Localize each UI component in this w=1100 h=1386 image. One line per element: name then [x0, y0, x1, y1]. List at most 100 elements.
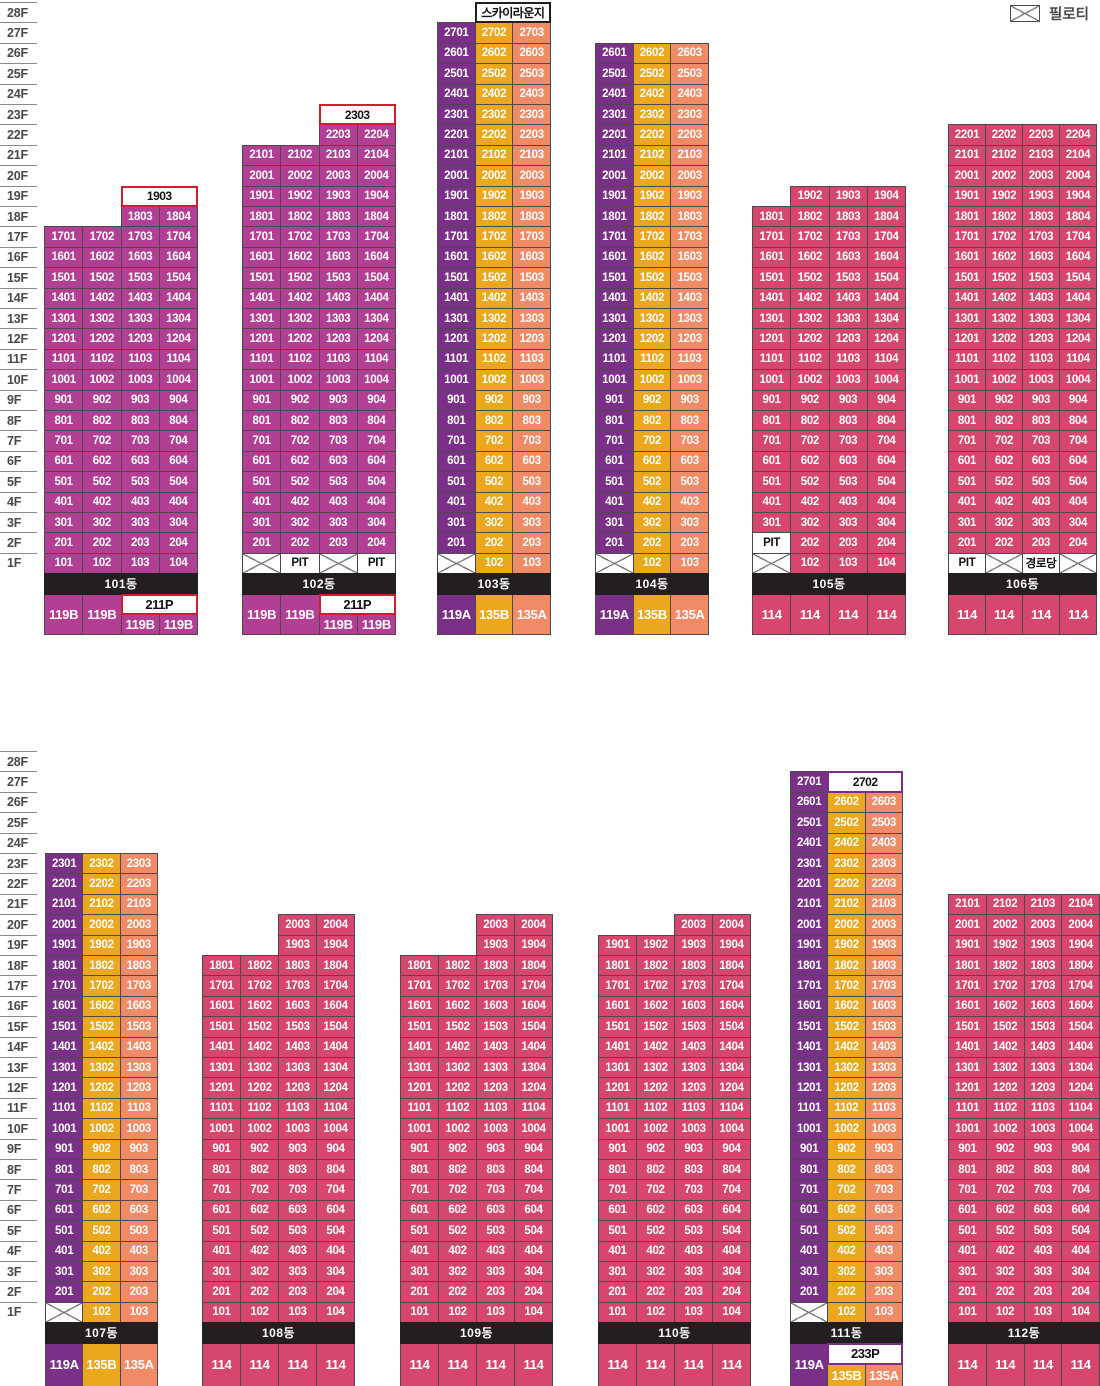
- unit-cell[interactable]: 1004: [1059, 369, 1097, 391]
- unit-cell[interactable]: 701: [595, 430, 634, 452]
- unit-cell[interactable]: 502: [790, 471, 830, 493]
- unit-cell[interactable]: 103: [1023, 1301, 1063, 1324]
- unit-cell[interactable]: 601: [598, 1199, 637, 1222]
- unit-cell[interactable]: 2302: [632, 104, 672, 126]
- unit-cell[interactable]: 102: [636, 1301, 675, 1324]
- unit-cell[interactable]: 201: [437, 532, 476, 554]
- unit-cell[interactable]: 1004: [158, 369, 198, 391]
- unit-cell[interactable]: 1701: [242, 226, 282, 248]
- unit-cell[interactable]: 1904: [1059, 185, 1097, 207]
- unit-cell[interactable]: 2102: [82, 893, 121, 916]
- unit-cell[interactable]: 202: [985, 532, 1023, 554]
- unit-cell[interactable]: 2302: [827, 853, 866, 875]
- unit-cell[interactable]: 2002: [280, 165, 320, 187]
- unit-cell[interactable]: 1702: [985, 975, 1025, 997]
- unit-cell[interactable]: 1303: [864, 1057, 903, 1079]
- unit-cell[interactable]: 1403: [1022, 287, 1060, 309]
- unit-cell[interactable]: 1303: [1023, 1057, 1063, 1079]
- unit-cell[interactable]: 2102: [280, 144, 320, 167]
- unit-cell[interactable]: 804: [356, 410, 396, 432]
- unit-cell[interactable]: 503: [318, 471, 358, 493]
- unit-cell[interactable]: 304: [316, 1261, 355, 1283]
- unit-cell[interactable]: 1402: [636, 1036, 675, 1058]
- unit-cell[interactable]: 1701: [45, 975, 84, 997]
- unit-cell[interactable]: 202: [82, 1281, 121, 1303]
- unit-cell[interactable]: 1903: [119, 934, 158, 956]
- unit-cell[interactable]: 1102: [632, 348, 672, 371]
- unit-cell[interactable]: 802: [240, 1159, 279, 1181]
- unit-cell[interactable]: 601: [595, 450, 634, 473]
- unit-cell[interactable]: 902: [82, 389, 122, 411]
- unit-cell[interactable]: 704: [712, 1179, 751, 1201]
- unit-cell[interactable]: 302: [985, 512, 1023, 534]
- unit-cell[interactable]: 1701: [752, 226, 792, 248]
- unit-cell[interactable]: 901: [400, 1138, 439, 1160]
- unit-cell[interactable]: 601: [45, 1199, 84, 1222]
- unit-cell[interactable]: 1302: [827, 1057, 866, 1079]
- unit-cell[interactable]: 203: [476, 1281, 515, 1303]
- unit-cell[interactable]: 1003: [828, 369, 868, 391]
- unit-cell[interactable]: 1902: [985, 185, 1023, 207]
- unit-cell[interactable]: 2202: [632, 124, 672, 146]
- unit-cell[interactable]: 1904: [712, 934, 751, 956]
- unit-cell[interactable]: 304: [712, 1261, 751, 1283]
- unit-cell[interactable]: 503: [670, 471, 709, 493]
- unit-cell[interactable]: 201: [400, 1281, 439, 1303]
- unit-cell[interactable]: 704: [1059, 430, 1097, 452]
- unit-cell[interactable]: 204: [866, 532, 906, 554]
- unit-cell[interactable]: 2003: [670, 165, 709, 187]
- unit-cell[interactable]: 1504: [514, 1016, 553, 1038]
- unit-cell[interactable]: 1002: [280, 369, 320, 391]
- unit-cell[interactable]: 2202: [82, 873, 121, 895]
- unit-cell[interactable]: 1201: [598, 1077, 637, 1099]
- unit-cell[interactable]: 2001: [595, 165, 634, 187]
- unit-cell[interactable]: 2004: [1059, 165, 1097, 187]
- unit-cell[interactable]: 101: [202, 1301, 241, 1324]
- unit-cell[interactable]: 604: [1059, 450, 1097, 473]
- unit-cell[interactable]: 602: [240, 1199, 279, 1222]
- unit-cell[interactable]: 2002: [985, 165, 1023, 187]
- unit-cell[interactable]: 702: [632, 430, 672, 452]
- unit-cell[interactable]: 1504: [316, 1016, 355, 1038]
- unit-cell[interactable]: 1603: [1023, 995, 1063, 1018]
- unit-cell[interactable]: 904: [1061, 1138, 1100, 1160]
- unit-cell[interactable]: 1902: [82, 934, 121, 956]
- unit-cell[interactable]: 1704: [316, 975, 355, 997]
- unit-cell[interactable]: 1701: [202, 975, 241, 997]
- unit-cell[interactable]: 1801: [45, 955, 84, 977]
- unit-cell[interactable]: 803: [512, 410, 551, 432]
- unit-cell[interactable]: 1902: [636, 934, 675, 956]
- unit-cell[interactable]: 1004: [316, 1118, 355, 1140]
- unit-cell[interactable]: 2101: [948, 893, 987, 916]
- unit-cell[interactable]: 1804: [356, 206, 396, 228]
- unit-cell[interactable]: 202: [474, 532, 514, 554]
- unit-cell[interactable]: 1202: [82, 1077, 121, 1099]
- unit-cell[interactable]: 103: [476, 1301, 515, 1324]
- unit-cell[interactable]: 1001: [45, 1118, 84, 1140]
- unit-cell[interactable]: 801: [948, 1159, 987, 1181]
- unit-cell[interactable]: 901: [790, 1138, 829, 1160]
- unit-cell[interactable]: 1503: [119, 1016, 158, 1038]
- unit-cell[interactable]: 201: [790, 1281, 829, 1303]
- unit-cell[interactable]: 503: [512, 471, 551, 493]
- unit-cell[interactable]: 902: [790, 389, 830, 411]
- unit-cell[interactable]: 1703: [1022, 226, 1060, 248]
- unit-cell[interactable]: 902: [240, 1138, 279, 1160]
- unit-cell[interactable]: 101: [948, 1301, 987, 1324]
- unit-cell[interactable]: 1903: [512, 185, 551, 207]
- unit-cell[interactable]: 1001: [752, 369, 792, 391]
- unit-cell[interactable]: 902: [985, 1138, 1025, 1160]
- unit-cell[interactable]: 1403: [318, 287, 358, 309]
- unit-cell[interactable]: 2101: [242, 144, 282, 167]
- unit-cell[interactable]: 1601: [752, 246, 792, 269]
- unit-cell[interactable]: 704: [1061, 1179, 1100, 1201]
- unit-cell[interactable]: 1704: [158, 226, 198, 248]
- unit-cell[interactable]: 2004: [1061, 914, 1100, 936]
- unit-cell[interactable]: 1803: [512, 206, 551, 228]
- unit-cell[interactable]: 602: [985, 1199, 1025, 1222]
- unit-cell[interactable]: 1102: [636, 1097, 675, 1120]
- unit-cell[interactable]: 1803: [670, 206, 709, 228]
- unit-cell[interactable]: 301: [242, 512, 282, 534]
- unit-cell[interactable]: 1503: [670, 267, 709, 289]
- unit-cell[interactable]: 2004: [514, 914, 553, 936]
